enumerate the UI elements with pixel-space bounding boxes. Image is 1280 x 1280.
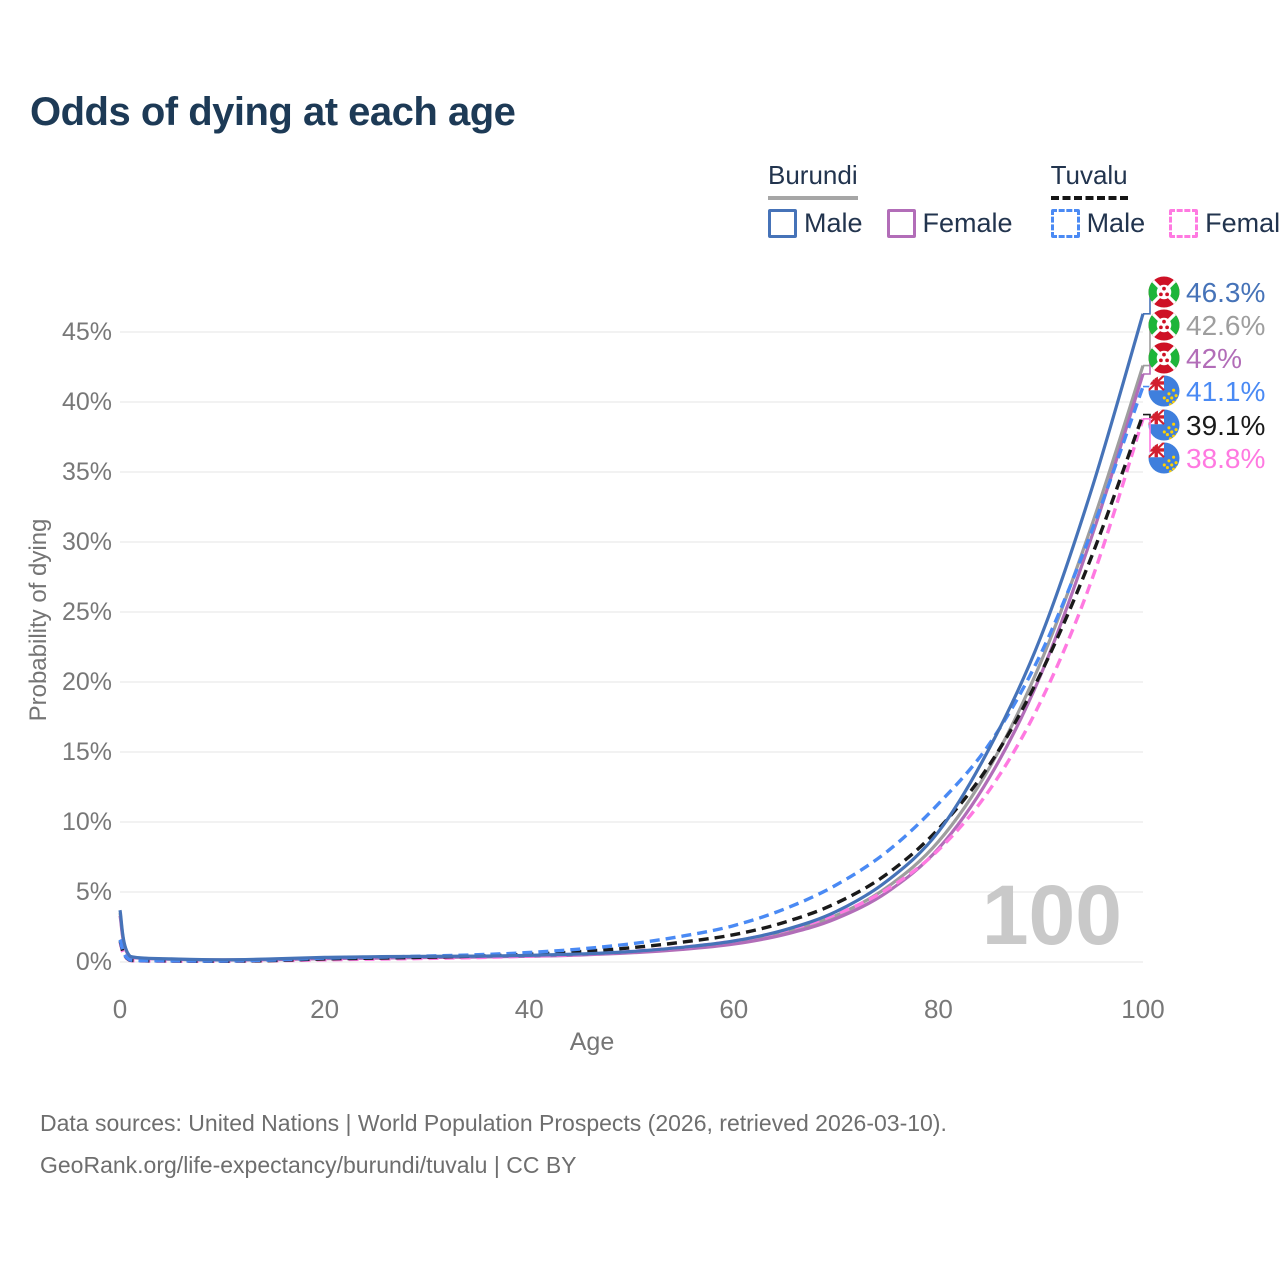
y-tick-label: 5% bbox=[76, 878, 112, 906]
y-axis-title: Probability of dying bbox=[25, 519, 52, 722]
legend-swatch-icon bbox=[1169, 209, 1199, 238]
series-end-label-tuvalu-male[interactable]: 41.1% bbox=[1186, 376, 1265, 407]
series-end-label-burundi-male[interactable]: 46.3% bbox=[1186, 277, 1265, 308]
burundi-flag-icon[interactable] bbox=[1148, 309, 1180, 341]
x-tick-label: 100 bbox=[1121, 994, 1164, 1024]
x-tick-label: 80 bbox=[924, 994, 953, 1024]
series-line-tuvalu[interactable] bbox=[118, 414, 1145, 963]
legend-items-burundi: Male Female bbox=[768, 208, 1013, 239]
legend-swatch-icon bbox=[768, 209, 797, 238]
burundi-flag-icon[interactable] bbox=[1148, 276, 1180, 308]
legend-group-label-burundi[interactable]: Burundi bbox=[768, 160, 858, 200]
series-end-label-tuvalu-female[interactable]: 38.8% bbox=[1186, 443, 1265, 474]
series-end-label-tuvalu[interactable]: 39.1% bbox=[1186, 410, 1265, 441]
y-tick-label: 10% bbox=[62, 808, 112, 836]
y-tick-label: 45% bbox=[62, 318, 112, 346]
burundi-flag-icon[interactable] bbox=[1148, 342, 1180, 374]
legend: Burundi Male Female Tuvalu Male bbox=[768, 160, 1280, 239]
legend-swatch-icon bbox=[1050, 209, 1080, 238]
series-end-label-burundi[interactable]: 42.6% bbox=[1186, 310, 1265, 341]
legend-item-tuvalu-male[interactable]: Male bbox=[1050, 208, 1146, 239]
y-tick-label: 35% bbox=[62, 458, 112, 486]
legend-item-label: Female bbox=[922, 208, 1013, 238]
y-tick-label: 25% bbox=[62, 598, 112, 626]
tuvalu-flag-icon[interactable] bbox=[1148, 375, 1180, 407]
y-tick-label: 15% bbox=[62, 738, 112, 766]
x-tick-label: 0 bbox=[113, 994, 127, 1024]
series-end-label-burundi-female[interactable]: 42% bbox=[1186, 343, 1242, 374]
legend-item-tuvalu-female[interactable]: Female bbox=[1169, 208, 1280, 239]
legend-swatch-icon bbox=[886, 209, 916, 238]
legend-item-label: Male bbox=[1086, 208, 1146, 238]
legend-group-burundi: Burundi Male Female bbox=[768, 160, 1013, 239]
x-tick-label: 40 bbox=[515, 994, 544, 1024]
legend-item-burundi-male[interactable]: Male bbox=[768, 208, 863, 239]
legend-group-tuvalu: Tuvalu Male Female bbox=[1050, 160, 1280, 239]
legend-group-label-tuvalu[interactable]: Tuvalu bbox=[1050, 160, 1128, 200]
x-tick-label: 60 bbox=[719, 994, 748, 1024]
data-sources-line: Data sources: United Nations | World Pop… bbox=[40, 1110, 947, 1136]
legend-item-label: Female bbox=[1205, 208, 1280, 238]
y-tick-label: 40% bbox=[62, 388, 112, 416]
y-tick-label: 0% bbox=[76, 948, 112, 976]
tuvalu-flag-icon[interactable] bbox=[1148, 442, 1180, 474]
age-watermark: 100 bbox=[982, 868, 1122, 962]
attribution-line: GeoRank.org/life-expectancy/burundi/tuva… bbox=[40, 1152, 577, 1178]
x-axis-title: Age bbox=[570, 1028, 614, 1056]
tuvalu-flag-icon[interactable] bbox=[1148, 409, 1180, 441]
page-title: Odds of dying at each age bbox=[30, 90, 516, 134]
x-tick-label: 20 bbox=[310, 994, 339, 1024]
series-line-burundi-male[interactable] bbox=[118, 313, 1145, 962]
legend-item-burundi-female[interactable]: Female bbox=[886, 208, 1013, 239]
y-tick-label: 30% bbox=[62, 528, 112, 556]
legend-item-label: Male bbox=[804, 208, 863, 238]
legend-items-tuvalu: Male Female bbox=[1050, 208, 1280, 239]
footer: Data sources: United Nations | World Pop… bbox=[40, 1102, 947, 1186]
y-tick-label: 20% bbox=[62, 668, 112, 696]
